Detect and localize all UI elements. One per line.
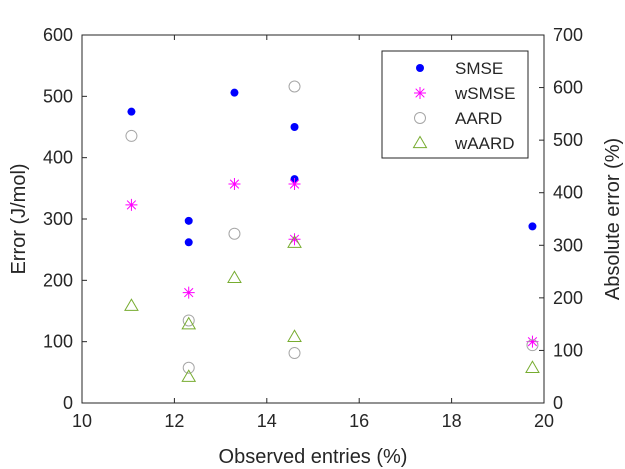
legend-label-smse: SMSE [455,59,503,78]
legend-marker-smse [416,64,424,72]
legend-marker-aard [414,112,426,124]
data-point-smse [528,222,537,231]
y-left-tick-label: 100 [43,332,73,352]
series-wsmse [125,178,539,348]
series-aard [125,80,539,374]
data-point-smse [230,88,239,97]
axis-ticks: 10 12 14 16 18 200100200300400500600010020030… [43,25,583,431]
y-left-tick-label: 0 [63,393,73,413]
data-point-wsmse [288,178,301,191]
data-point-waard [525,360,540,373]
data-point-wsmse [288,233,301,246]
y-right-tick-label: 200 [553,288,583,308]
data-point-wsmse [526,335,539,348]
data-point-aard [526,339,539,352]
y-axis-label-left: Error (J/mol) [8,163,30,274]
data-point-aard [182,314,195,327]
y-axis-label-right: Absolute error (%) [602,138,624,300]
data-point-waard [227,270,242,284]
series-waard [124,235,540,382]
data-point-aard [182,361,195,374]
x-tick-label: 20 [534,411,554,431]
data-points [124,80,540,382]
data-point-waard [287,329,302,342]
x-tick-label: 12 [164,411,184,431]
y-right-tick-label: 0 [553,393,563,413]
y-left-tick-label: 300 [43,209,73,229]
data-point-smse [290,123,299,131]
data-point-smse [184,216,193,225]
y-right-tick-label: 300 [553,235,583,255]
legend-marker-waard [412,135,428,149]
y-left-tick-label: 500 [43,86,73,106]
legend-marker-wsmse [414,87,426,99]
data-point-wsmse [125,198,138,211]
legend-box [381,50,529,159]
y-right-tick-label: 400 [553,183,583,203]
y-left-tick-label: 600 [43,25,73,45]
y-left-tick-label: 400 [43,148,73,168]
data-point-aard [228,227,241,240]
legend-label-wsmse: wSMSE [454,84,515,103]
y-left-tick-label: 200 [43,270,73,290]
data-point-wsmse [228,178,241,191]
data-point-smse [127,107,136,116]
x-tick-label: 18 [442,411,462,431]
y-right-tick-label: 100 [553,340,583,360]
data-point-waard [287,235,302,248]
y-right-tick-label: 600 [553,78,583,98]
legend-label-aard: AARD [455,109,502,128]
x-tick-label: 10 [72,411,92,431]
data-point-aard [125,129,138,142]
series-smse [127,88,537,247]
data-point-smse [184,238,193,247]
x-axis-label: Observed entries (%) [219,446,408,468]
data-point-waard [181,316,197,330]
x-tick-label: 14 [257,411,277,431]
x-tick-label: 16 [349,411,369,431]
data-point-wsmse [182,286,195,299]
data-point-aard [288,347,301,360]
data-point-waard [181,369,197,382]
y-right-tick-label: 500 [553,130,583,150]
legend-label-waard: wAARD [454,134,515,153]
y-right-tick-label: 700 [553,25,583,45]
data-point-aard [288,80,301,93]
legend: SMSE wSMSE AARD wAARD [381,50,529,159]
data-point-waard [124,298,139,311]
